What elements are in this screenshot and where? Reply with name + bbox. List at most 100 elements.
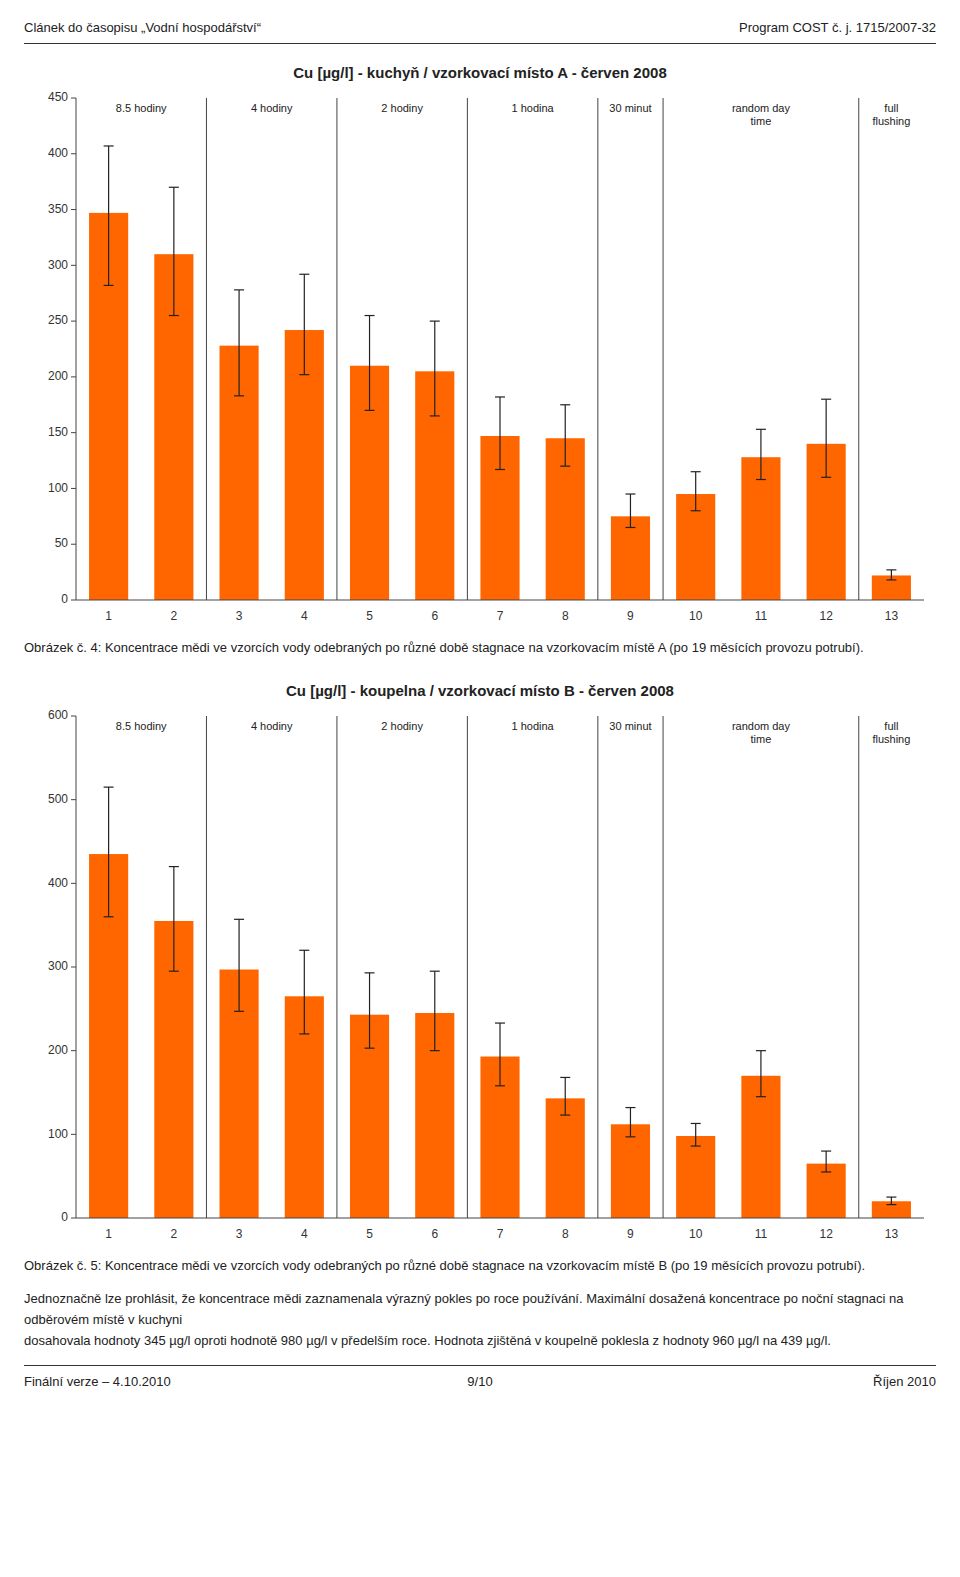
chart: Cu [µg/l] - koupelna / vzorkovací místo … [24,672,936,1252]
error-bar [886,1197,896,1205]
y-tick-label: 450 [48,90,68,104]
group-label-line: random day [732,720,791,732]
group-divider [206,716,207,1218]
group-label: fullflushing [872,102,910,127]
error-bar [169,866,179,971]
bar [546,1098,585,1218]
group-divider [467,716,468,1218]
y-tick-label: 400 [48,875,68,889]
y-tick [71,715,76,716]
y-tick [71,265,76,266]
error-bar-stem [826,1151,827,1172]
error-bar [104,787,114,917]
error-bar-stem [434,321,435,416]
error-bar-cap [821,1171,831,1172]
chart: Cu [µg/l] - kuchyň / vzorkovací místo A … [24,54,936,634]
error-bar [560,1077,570,1115]
group-label-line: time [751,733,772,745]
error-bar-cap [430,321,440,322]
error-bar-stem [304,950,305,1034]
header-text: Program COST č. j. 1715/2007-32 [739,20,936,35]
error-bar-stem [173,866,174,971]
error-bar-cap [625,493,635,494]
error-bar-cap [299,374,309,375]
bar [807,1163,846,1217]
group-label-line: 30 minut [609,720,651,732]
error-bar-cap [299,949,309,950]
error-bar-stem [630,494,631,527]
group-label: 30 minut [609,720,651,732]
error-bar [299,950,309,1034]
group-label-line: 1 hodina [512,102,555,114]
y-tick-label: 200 [48,1042,68,1056]
y-tick-label: 250 [48,313,68,327]
x-tick-label: 1 [105,609,112,623]
error-bar-cap [430,415,440,416]
x-tick-label: 13 [885,1227,899,1241]
x-tick-label: 6 [431,1227,438,1241]
error-bar-cap [169,315,179,316]
error-bar-stem [434,971,435,1050]
group-label: 1 hodina [512,102,555,114]
error-bar-stem [238,919,239,1011]
y-tick-label: 150 [48,425,68,439]
group-label-line: 2 hodiny [381,102,423,114]
y-tick [71,1217,76,1218]
error-bar [495,397,505,470]
group-label: 2 hodiny [381,720,423,732]
group-label: 1 hodina [512,720,555,732]
plot-marks [89,146,911,600]
group-label: 4 hodiny [251,720,293,732]
group-label-line: full [884,102,898,114]
x-tick-label: 7 [497,1227,504,1241]
error-bar [691,1123,701,1146]
error-bar-cap [691,1145,701,1146]
error-bar-cap [560,404,570,405]
error-bar-stem [891,1197,892,1205]
x-tick-label: 2 [171,609,178,623]
error-bar [560,405,570,466]
error-bar-stem [826,399,827,477]
group-label: 8.5 hodiny [116,720,167,732]
error-bar [625,494,635,527]
group-label: 2 hodiny [381,102,423,114]
error-bar-cap [886,1204,896,1205]
x-tick-label: 10 [689,1227,703,1241]
error-bar-stem [499,1023,500,1086]
error-bar [169,187,179,315]
caption: Obrázek č. 4: Koncentrace mědi ve vzorcí… [24,638,936,658]
y-tick-label: 400 [48,146,68,160]
error-bar-stem [695,1123,696,1146]
error-bar [365,972,375,1047]
x-tick-label: 3 [236,609,243,623]
error-bar-stem [499,397,500,470]
footer-text: Finální verze – 4.10.2010 [24,1374,328,1389]
error-bar [234,919,244,1011]
error-bar [625,1107,635,1136]
error-bar-cap [691,1122,701,1123]
error-bar-cap [365,315,375,316]
x-tick-label: 5 [366,609,373,623]
footer-text: Říjen 2010 [632,1374,936,1389]
footer: Finální verze – 4.10.20109/10Říjen 2010 [24,1365,936,1389]
error-bar-stem [304,274,305,374]
y-tick [71,98,76,99]
error-bar [430,971,440,1050]
x-tick-label: 11 [755,609,768,623]
y-tick-label: 200 [48,369,68,383]
error-bar-stem [565,1077,566,1115]
y-tick [71,153,76,154]
error-bar-cap [821,477,831,478]
error-bar [430,321,440,416]
group-label: 4 hodiny [251,102,293,114]
group-divider [336,716,337,1218]
error-bar [821,1151,831,1172]
error-bar-cap [104,916,114,917]
group-label-line: 8.5 hodiny [116,720,167,732]
error-bar-cap [430,1050,440,1051]
x-tick-label: 11 [755,1227,768,1241]
error-bar-cap [886,569,896,570]
x-tick-label: 9 [627,609,634,623]
y-tick-label: 100 [48,1126,68,1140]
error-bar-cap [756,1050,766,1051]
